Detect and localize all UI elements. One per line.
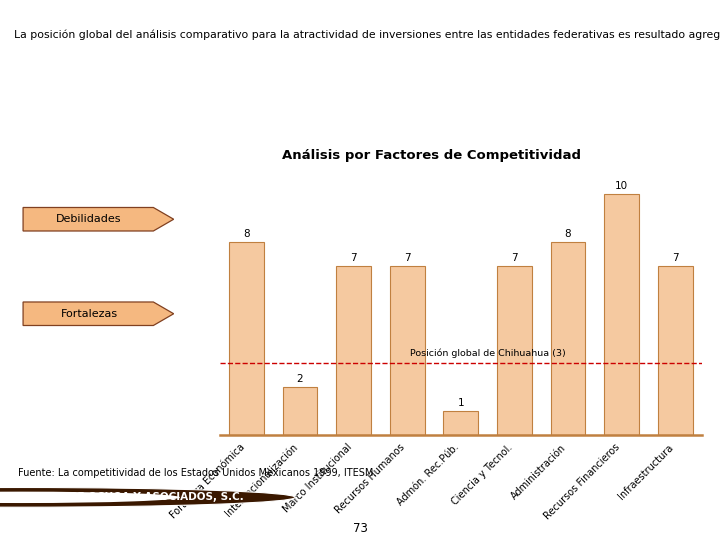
Bar (229, 242, 264, 435)
Bar (658, 266, 693, 435)
Text: Fortalezas: Fortalezas (60, 309, 117, 319)
Text: Análisis por Factores de Competitividad: Análisis por Factores de Competitividad (282, 149, 582, 162)
Text: 8: 8 (243, 230, 250, 239)
Text: 2: 2 (297, 374, 303, 384)
Bar (444, 410, 478, 435)
Text: 1: 1 (457, 398, 464, 408)
Text: 7: 7 (404, 253, 410, 264)
Circle shape (0, 491, 180, 503)
Text: FELIPE OCHOA Y ASOCIADOS, S.C.: FELIPE OCHOA Y ASOCIADOS, S.C. (45, 492, 243, 502)
Text: 10: 10 (615, 181, 628, 191)
Text: 8: 8 (564, 230, 571, 239)
Text: 73: 73 (353, 522, 367, 535)
Circle shape (0, 488, 295, 507)
Bar (497, 266, 532, 435)
Text: Fuente: La competitividad de los Estados Unidos Mexicanos 1999, ITESM.: Fuente: La competitividad de los Estados… (18, 468, 377, 478)
Polygon shape (23, 302, 174, 326)
Bar (390, 266, 425, 435)
Text: La posición global del análisis comparativo para la atractividad de inversiones : La posición global del análisis comparat… (14, 30, 720, 40)
Text: 7: 7 (511, 253, 518, 264)
Bar (336, 266, 371, 435)
Text: Posición global de Chihuahua (3): Posición global de Chihuahua (3) (410, 349, 565, 358)
Text: 7: 7 (351, 253, 357, 264)
Text: Debilidades: Debilidades (56, 214, 122, 224)
Text: 7: 7 (672, 253, 678, 264)
Bar (282, 387, 318, 435)
Polygon shape (23, 207, 174, 231)
Bar (604, 194, 639, 435)
Bar (551, 242, 585, 435)
